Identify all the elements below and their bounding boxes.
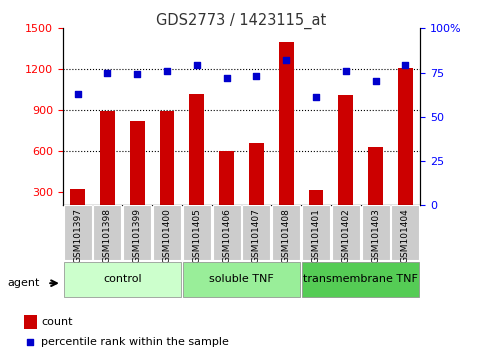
Bar	[64, 205, 92, 260]
Point	[193, 63, 201, 68]
Point	[342, 68, 350, 74]
Text: GSM101398: GSM101398	[103, 208, 112, 263]
Bar	[272, 205, 300, 260]
Bar	[332, 205, 360, 260]
Point	[133, 72, 141, 77]
Point	[163, 68, 171, 74]
Bar	[64, 262, 181, 297]
Text: GSM101408: GSM101408	[282, 208, 291, 263]
Text: percentile rank within the sample: percentile rank within the sample	[41, 337, 229, 347]
Text: soluble TNF: soluble TNF	[209, 274, 274, 284]
Bar	[338, 95, 353, 233]
Bar	[302, 262, 419, 297]
Text: GSM101406: GSM101406	[222, 208, 231, 263]
Text: count: count	[41, 318, 72, 327]
Bar	[183, 262, 300, 297]
Bar	[159, 111, 174, 233]
Text: GSM101402: GSM101402	[341, 208, 350, 263]
Bar	[242, 205, 270, 260]
Text: GSM101405: GSM101405	[192, 208, 201, 263]
Bar	[249, 143, 264, 233]
Bar	[94, 205, 121, 260]
Text: agent: agent	[7, 278, 40, 288]
Bar	[279, 42, 294, 233]
Point	[401, 63, 409, 68]
Text: GSM101403: GSM101403	[371, 208, 380, 263]
Bar	[183, 205, 211, 260]
Text: GSM101399: GSM101399	[133, 208, 142, 263]
Bar	[362, 205, 389, 260]
Text: control: control	[103, 274, 142, 284]
Bar	[130, 121, 145, 233]
Bar	[391, 205, 419, 260]
Text: transmembrane TNF: transmembrane TNF	[303, 274, 418, 284]
Text: GSM101400: GSM101400	[163, 208, 171, 263]
Bar	[189, 94, 204, 233]
Point	[372, 79, 380, 84]
Text: GSM101401: GSM101401	[312, 208, 320, 263]
Point	[223, 75, 230, 81]
Text: GDS2773 / 1423115_at: GDS2773 / 1423115_at	[156, 12, 327, 29]
Bar	[309, 190, 324, 233]
Bar	[213, 205, 241, 260]
Bar	[123, 205, 151, 260]
Bar	[153, 205, 181, 260]
Bar	[398, 68, 413, 233]
Bar	[100, 112, 115, 233]
Bar	[302, 205, 330, 260]
Point	[26, 339, 34, 345]
Point	[312, 95, 320, 100]
Point	[104, 70, 112, 75]
Text: GSM101397: GSM101397	[73, 208, 82, 263]
Point	[74, 91, 82, 97]
Bar	[24, 315, 37, 329]
Point	[282, 57, 290, 63]
Bar	[70, 189, 85, 233]
Point	[253, 73, 260, 79]
Bar	[219, 151, 234, 233]
Bar	[368, 148, 383, 233]
Text: GSM101404: GSM101404	[401, 208, 410, 263]
Text: GSM101407: GSM101407	[252, 208, 261, 263]
